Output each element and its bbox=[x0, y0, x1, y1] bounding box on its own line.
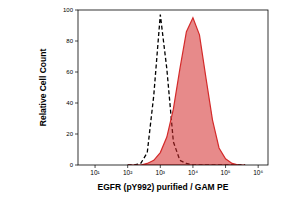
y-tick bbox=[75, 72, 78, 73]
x-tick bbox=[192, 165, 193, 168]
x-tick bbox=[160, 165, 161, 168]
y-tick bbox=[75, 165, 78, 166]
x-tick-label: 10⁵ bbox=[221, 169, 231, 176]
x-tick bbox=[225, 165, 226, 168]
y-tick-label: 100 bbox=[63, 7, 74, 13]
x-axis-label: EGFR (pY992) purified / GAM PE bbox=[98, 182, 229, 192]
y-tick bbox=[75, 103, 78, 104]
y-tick-label: 60 bbox=[66, 69, 73, 75]
y-tick-label: 80 bbox=[66, 38, 73, 44]
x-tick-label: 10³ bbox=[156, 169, 166, 176]
y-tick bbox=[75, 10, 78, 11]
x-tick-label: 10¹ bbox=[90, 169, 100, 176]
y-axis-label: Relative Cell Count bbox=[38, 49, 48, 127]
y-tick-label: 40 bbox=[66, 100, 73, 106]
x-tick bbox=[258, 165, 259, 168]
y-tick bbox=[75, 41, 78, 42]
line bbox=[128, 15, 245, 165]
plot-area bbox=[128, 15, 245, 165]
x-tick bbox=[95, 165, 96, 168]
chart: 0 20 40 60 80 100 10¹ 10² 10³ 10⁴ 10⁵ 10⁶ EGFR (pY99… bbox=[0, 0, 300, 200]
x-tick-label: 10⁴ bbox=[188, 169, 198, 176]
frame bbox=[78, 10, 268, 165]
y-tick-label: 0 bbox=[70, 162, 74, 168]
area bbox=[128, 18, 245, 165]
x-tick-label: 10⁶ bbox=[253, 169, 263, 176]
y-tick bbox=[75, 134, 78, 135]
x-tick bbox=[127, 165, 128, 168]
x-tick-label: 10² bbox=[123, 169, 133, 176]
y-tick-label: 20 bbox=[66, 131, 73, 137]
